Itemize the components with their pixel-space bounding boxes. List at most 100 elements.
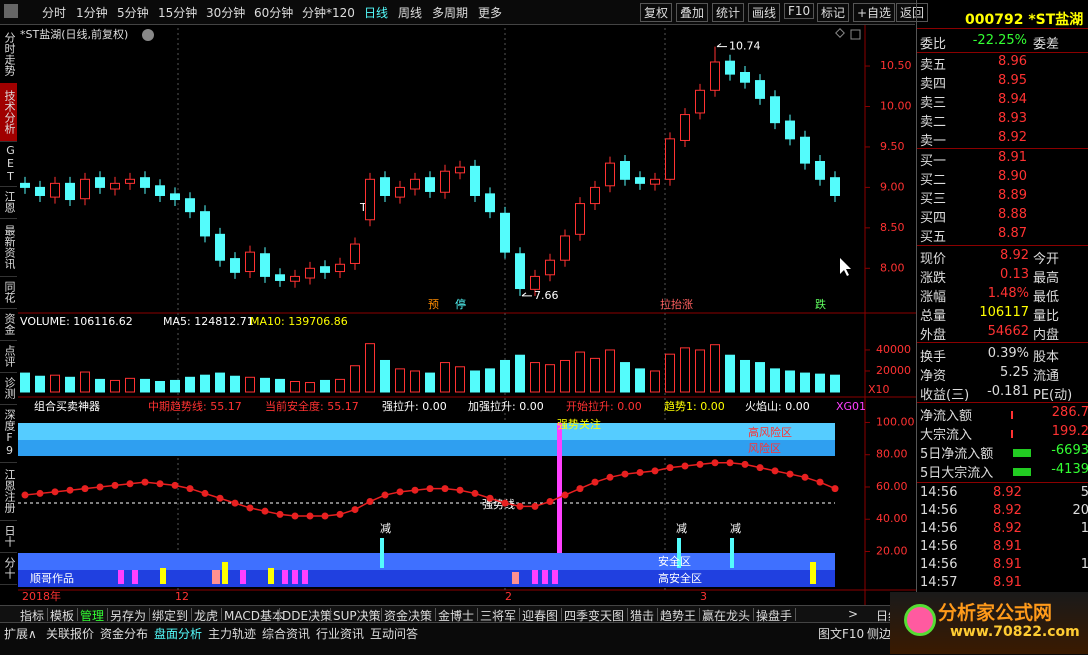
trend-point [591,478,599,486]
trend-point [366,498,374,505]
annotation: 风险区 [748,441,781,455]
action-button[interactable]: 统计 [712,3,745,22]
watermark-logo [904,604,936,636]
period-button[interactable]: 多周期 [432,6,469,20]
volume-bar [740,359,750,393]
separator [917,342,1088,343]
volume-bar [20,372,30,393]
trades-cell: 14:56 [920,557,958,572]
period-button[interactable]: 1分钟 [76,6,108,20]
period-button[interactable]: 60分钟 [254,6,294,20]
action-button[interactable]: 返回 [896,3,929,22]
period-button[interactable]: 15分钟 [158,6,198,20]
stats-cell: PE(动) [1033,388,1073,403]
trend-point [96,483,104,491]
side-tab[interactable]: 资金 [0,308,17,341]
indicator-param: 中期趋势线: 55.17 [148,399,242,413]
volume-bar [215,372,225,393]
period-button[interactable]: 分钟*120 [302,6,355,20]
candle-body [95,177,105,188]
separator [917,52,1088,53]
period-button[interactable]: 30分钟 [206,6,246,20]
candle-body [320,266,330,273]
indicator-tab[interactable]: 三将军 [480,609,517,623]
period-button[interactable]: 周线 [398,6,423,20]
side-tab[interactable]: 分十 [0,552,17,585]
side-tab[interactable]: 深度F9 [0,404,17,463]
candle-body [830,177,840,196]
action-button[interactable]: 标记 [817,3,850,22]
stats-cell: 内盘 [1033,328,1060,343]
tab-divider [330,608,331,621]
y-tick-label: 9.50 [880,140,905,153]
status-tab[interactable]: 互动问答 [370,627,419,641]
tab-divider [699,608,700,621]
period-button[interactable]: 5分钟 [117,6,149,20]
status-tab[interactable]: 关联报价 [46,627,95,641]
indicator-tab[interactable]: 赢在龙头 [702,609,751,623]
side-tab[interactable]: 日十 [0,520,17,553]
status-tab[interactable]: 综合资讯 [262,627,311,641]
status-tab[interactable]: 扩展∧ [4,627,37,641]
indicator-tab[interactable]: 另存为 [110,609,147,623]
status-right[interactable]: 侧边 [867,627,892,641]
more-tabs[interactable]: > [848,607,859,621]
indicator-tab[interactable]: SUP决策 [333,609,381,623]
side-tab[interactable]: 最新资讯 [0,218,17,277]
indicator-tab[interactable]: DDE决策 [282,609,333,623]
side-tab[interactable]: 技术分析 [0,83,17,142]
indicator-tab[interactable]: 猎击 [630,609,655,623]
indicator-tab[interactable]: 模板 [50,609,75,623]
flows-cell: 净流入额 [920,409,973,424]
status-tab[interactable]: 资金分布 [100,627,149,641]
indicator-tab[interactable]: 操盘手 [756,609,793,623]
volume-bar [305,382,315,393]
indicator-param: 趋势1: 0.00 [664,400,725,413]
period-button[interactable]: 分时 [42,6,67,20]
window-icon[interactable] [850,29,861,40]
high-arrow [716,43,727,48]
side-tab[interactable]: 江恩 [0,186,17,219]
title-menu-icon[interactable] [142,29,154,41]
status-tab[interactable]: 盘面分析 [154,627,203,641]
volume-scale: X10 [868,383,890,396]
action-button[interactable]: 画线 [748,3,781,22]
action-button[interactable]: 叠加 [676,3,709,22]
indicator-tab[interactable]: 四季变天图 [564,609,625,623]
side-tab[interactable]: 诊测 [0,372,17,405]
indicator-tab[interactable]: MACD基本 [224,609,284,623]
trades-cell: 8.91 [993,575,1022,590]
trend-point [66,486,74,494]
indicator-tab[interactable]: 管理 [80,609,105,623]
indicator-tab[interactable]: 龙虎 [194,609,219,623]
period-button[interactable]: 更多 [478,6,503,20]
trend-point [291,512,299,520]
side-tab[interactable]: GET [0,141,17,187]
indicator-tab[interactable]: 迎春图 [522,609,559,623]
tab-divider [149,608,150,621]
status-tab[interactable]: 主力轨迹 [208,627,257,641]
volume-bar [290,380,300,393]
status-right[interactable]: 图文F10 [818,627,865,641]
volume-bar [620,362,630,393]
trend-point [111,481,119,489]
side-tab[interactable]: 点评 [0,340,17,373]
status-tab[interactable]: 行业资讯 [316,627,365,641]
side-tab[interactable]: 同花 [0,276,17,309]
action-button[interactable]: 复权 [640,3,673,22]
action-button[interactable]: +自选 [853,3,896,22]
trend-point [636,468,644,476]
action-button[interactable]: F10 [784,3,815,19]
diamond-icon[interactable] [835,28,845,38]
indicator-tab[interactable]: 资金决策 [384,609,433,623]
trades-cell: 14:57 [920,575,958,590]
indicator-tab[interactable]: 指标 [20,609,45,623]
indicator-tab[interactable]: 趋势王 [660,609,697,623]
side-tab[interactable]: 江恩注册 [0,462,17,521]
indicator-tab[interactable]: 金博士 [438,609,475,623]
signal: 跌 [815,297,826,311]
indicator-tab[interactable]: 绑定到 [152,609,189,623]
menu-icon[interactable] [4,4,18,18]
flows-cell: 199.2 [1051,424,1088,439]
period-button[interactable]: 日线 [364,6,389,20]
